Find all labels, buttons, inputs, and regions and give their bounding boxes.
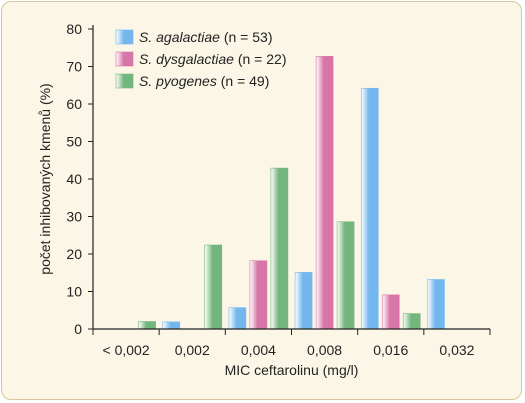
y-tick-label: 0 — [74, 321, 82, 337]
y-tick-label: 20 — [66, 246, 82, 262]
y-tick-label: 60 — [66, 96, 82, 112]
legend-swatch — [115, 29, 134, 45]
y-tick-label: 10 — [66, 284, 82, 300]
x-tick-label: < 0,002 — [103, 342, 150, 358]
x-tick-label: 0,016 — [373, 342, 408, 358]
legend-series-count: (n = 53) — [220, 29, 273, 45]
bar-s-pyogenes-2 — [270, 167, 289, 330]
x-tick-label: 0,002 — [175, 342, 210, 358]
bars-group — [138, 56, 445, 330]
bar-s-dysgalactiae-3 — [315, 56, 334, 330]
x-tick-label: 0,032 — [439, 342, 474, 358]
x-axis-label: MIC ceftarolinu (mg/l) — [225, 362, 359, 378]
legend-series-name: S. dysgalactiae — [139, 51, 234, 67]
y-tick-label: 40 — [66, 171, 82, 187]
bar-s-dysgalactiae-4 — [381, 294, 400, 330]
legend-label: S. agalactiae (n = 53) — [139, 29, 272, 45]
y-tick-label: 50 — [66, 134, 82, 150]
legend-label: S. dysgalactiae (n = 22) — [139, 51, 286, 67]
legend-swatch — [115, 73, 134, 89]
legend-series-name: S. pyogenes — [139, 73, 217, 89]
x-tick-label: 0,008 — [307, 342, 342, 358]
legend-swatch — [115, 51, 134, 67]
bar-s-agalactiae-1 — [162, 321, 181, 330]
legend-series-count: (n = 49) — [217, 73, 270, 89]
legend: S. agalactiae (n = 53) S. dysgalactiae (n… — [115, 29, 286, 89]
bar-s-pyogenes-0 — [138, 321, 156, 330]
bar-s-agalactiae-5 — [427, 279, 445, 330]
bar-s-agalactiae-2 — [228, 307, 247, 330]
legend-series-count: (n = 22) — [234, 51, 287, 67]
bar-s-pyogenes-1 — [204, 244, 223, 330]
bar-s-pyogenes-3 — [336, 221, 355, 330]
y-axis-label: počet inhibovaných kmenů (%) — [37, 83, 53, 274]
bar-s-agalactiae-4 — [360, 87, 379, 330]
legend-label: S. pyogenes (n = 49) — [139, 73, 269, 89]
x-tick-label: 0,004 — [241, 342, 276, 358]
bar-s-pyogenes-4 — [402, 313, 421, 330]
bar-s-dysgalactiae-2 — [249, 260, 268, 330]
legend-series-name: S. agalactiae — [139, 29, 220, 45]
y-tick-label: 80 — [66, 21, 82, 37]
x-ticks: < 0,002 0,002 0,004 0,008 0,016 0,032 — [92, 329, 491, 358]
y-ticks: 0 10 20 30 40 50 60 70 80 — [66, 21, 93, 337]
bar-s-agalactiae-3 — [294, 272, 313, 330]
y-tick-label: 70 — [66, 59, 82, 75]
y-tick-label: 30 — [66, 209, 82, 225]
bar-chart: 0 10 20 30 40 50 60 70 80 < 0,002 0,002 0,004 0,008… — [37, 21, 491, 378]
